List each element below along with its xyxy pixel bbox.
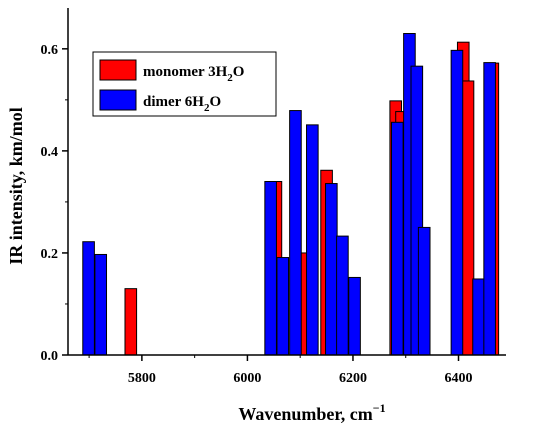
x-tick-label-0: 5800 — [128, 371, 156, 386]
y-tick-label-1: 0.2 — [41, 247, 59, 262]
legend: monomer 3H2O dimer 6H2O — [92, 51, 277, 117]
dimer-bar-14 — [472, 278, 485, 356]
dimer-bar-15 — [483, 62, 496, 356]
dimer-bar-12 — [417, 226, 431, 356]
legend-swatch-monomer — [99, 59, 137, 81]
monomer-bar-0 — [124, 288, 138, 356]
dimer-bar-1 — [94, 253, 108, 356]
x-axis-title: Wavenumber, cm−1 — [238, 401, 385, 424]
legend-label-monomer: monomer 3H2O — [143, 64, 244, 84]
dimer-bar-8 — [348, 276, 361, 356]
ticks-layer: 5800 6000 6200 6400 0.0 0.2 0.4 0.6 — [41, 43, 473, 386]
dimer-bar-9 — [390, 121, 404, 356]
legend-swatch-dimer — [99, 89, 137, 111]
dimer-bar-5 — [306, 124, 319, 356]
bars-layer — [82, 33, 500, 356]
x-axis-title-sup: −1 — [373, 401, 386, 415]
axes-layer — [67, 8, 506, 356]
x-tick-label-1: 6000 — [233, 371, 261, 386]
y-tick-label-3: 0.6 — [41, 43, 59, 58]
y-axis-title: IR intensity, km/mol — [6, 107, 26, 265]
x-tick-label-3: 6400 — [445, 371, 473, 386]
x-axis-title-main: Wavenumber, cm — [238, 404, 372, 424]
dimer-bar-7 — [336, 235, 349, 356]
dimer-bar-3 — [276, 257, 290, 356]
monomer-bar-7 — [461, 80, 475, 356]
x-tick-label-2: 6200 — [339, 371, 367, 386]
dimer-bar-13 — [450, 49, 464, 356]
dimer-bar-0 — [82, 241, 95, 356]
dimer-bar-2 — [264, 181, 277, 356]
y-tick-label-2: 0.4 — [41, 145, 59, 160]
y-tick-label-0: 0.0 — [41, 349, 59, 364]
legend-label-dimer: dimer 6H2O — [143, 94, 221, 114]
dimer-bar-4 — [289, 110, 302, 356]
dimer-bar-6 — [325, 183, 338, 356]
